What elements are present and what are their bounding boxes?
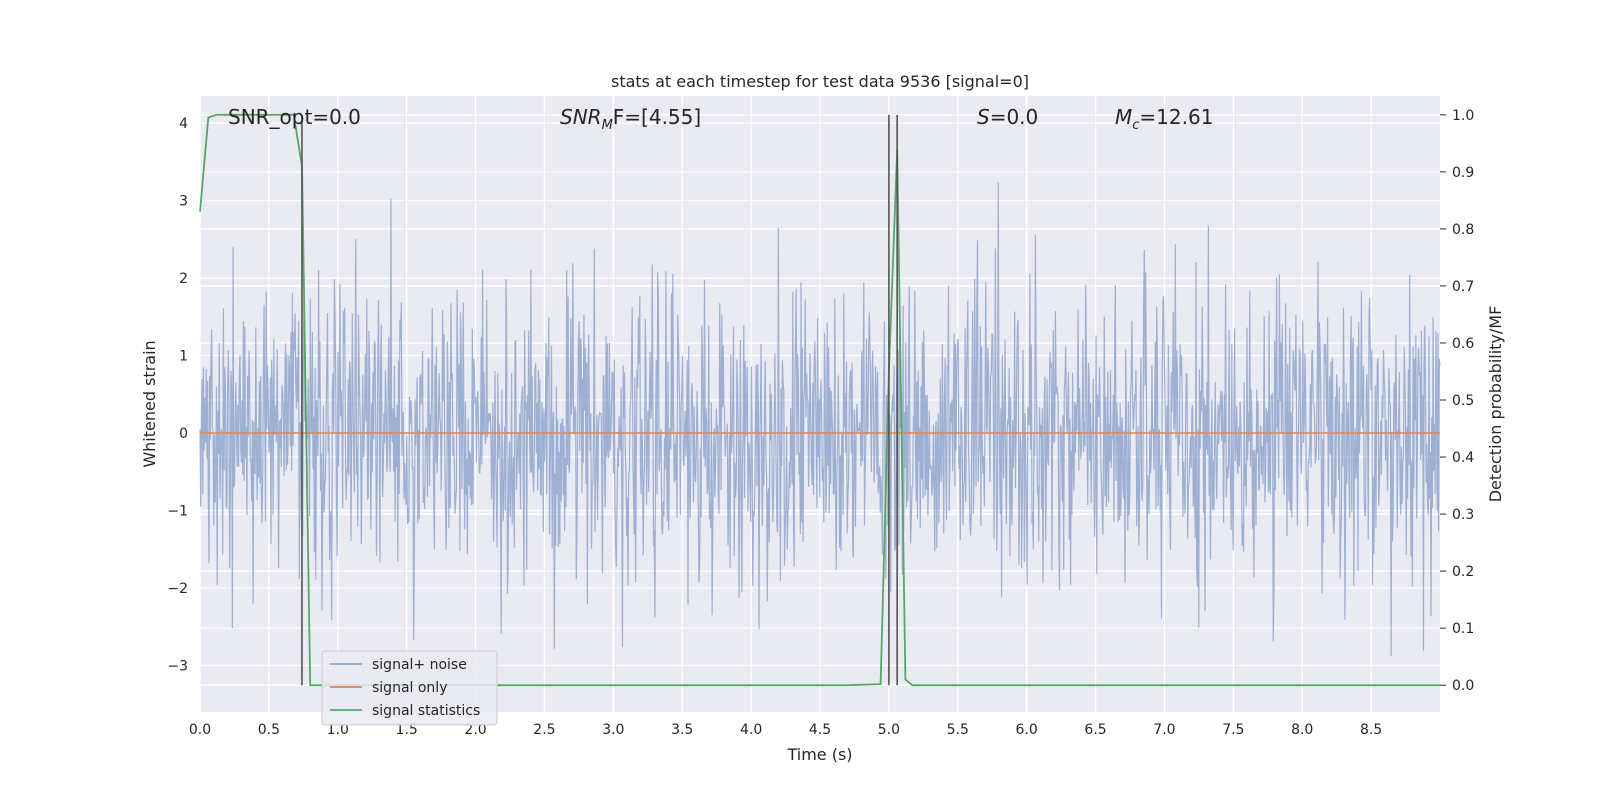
y2-tick-label: 0.4 (1452, 450, 1474, 466)
x-tick-label: 5.0 (878, 722, 900, 738)
y2-tick-label: 0.9 (1452, 165, 1474, 181)
y-tick-label: −2 (167, 581, 188, 597)
vertical-lines (301, 114, 898, 686)
legend-label-signal-statistics: signal statistics (372, 703, 480, 719)
mc-subscript: c (1132, 118, 1139, 133)
series-signal-noise (199, 182, 1441, 657)
y-tick-label: 3 (179, 194, 188, 210)
x-tick-label: 6.5 (1084, 722, 1106, 738)
legend-box (321, 650, 498, 726)
annotation-snr-mf: SNRMF=[4.55] (560, 105, 701, 133)
snr-mf-subscript: M (602, 118, 613, 133)
y2-ticks: 0.0 0.1 0.2 0.3 0.4 0.5 0.6 0.7 0.8 0.9 1.0 (1440, 108, 1474, 694)
y2-tick-label: 0.3 (1452, 507, 1474, 523)
y-tick-label: 4 (179, 116, 188, 132)
x-tick-label: 7.5 (1222, 722, 1244, 738)
y-tick-label: −1 (167, 504, 188, 520)
x-tick-label: 1.0 (327, 722, 349, 738)
annotation-s: S=0.0 (977, 105, 1038, 129)
series-signal-statistics (199, 113, 1440, 687)
x-tick-label: 0.0 (189, 722, 211, 738)
s-value: =0.0 (990, 105, 1039, 129)
legend-label-signal-noise: signal+ noise (372, 657, 467, 673)
x-tick-label: 4.5 (809, 722, 831, 738)
x-tick-label: 6.0 (1016, 722, 1038, 738)
s-symbol: S (977, 105, 990, 129)
x-tick-label: 3.5 (671, 722, 693, 738)
x-tick-label: 2.0 (464, 722, 486, 738)
x-tick-label: 3.0 (602, 722, 624, 738)
x-tick-label: 0.5 (258, 722, 280, 738)
y2-tick-label: 0.0 (1452, 678, 1474, 694)
x-tick-label: 1.5 (396, 722, 418, 738)
y-tick-label: 1 (179, 349, 188, 365)
y2-tick-label: 0.1 (1452, 621, 1474, 637)
snr-mf-symbol: SNR (560, 105, 602, 129)
y2-tick-label: 1.0 (1452, 108, 1474, 124)
y-tick-label: 2 (179, 271, 188, 287)
x-tick-label: 2.5 (533, 722, 555, 738)
y-ticks: −3 −2 −1 0 1 2 3 4 (167, 116, 188, 674)
chart-title: stats at each timestep for test data 953… (611, 72, 1029, 91)
x-tick-label: 8.0 (1291, 722, 1313, 738)
y-axis-label: Whitened strain (140, 340, 159, 467)
y2-tick-label: 0.2 (1452, 564, 1474, 580)
y2-tick-label: 0.6 (1452, 336, 1474, 352)
annotation-mc: Mc=12.61 (1115, 105, 1213, 133)
x-tick-label: 4.0 (740, 722, 762, 738)
y-tick-label: −3 (167, 659, 188, 675)
x-tick-label: 7.0 (1153, 722, 1175, 738)
y2-tick-label: 0.8 (1452, 222, 1474, 238)
snr-mf-value: F=[4.55] (613, 105, 701, 129)
mc-value: =12.61 (1139, 105, 1213, 129)
y2-tick-label: 0.5 (1452, 393, 1474, 409)
plot-layer (199, 113, 1441, 687)
x-tick-label: 5.5 (947, 722, 969, 738)
mc-symbol: M (1115, 105, 1132, 129)
legend-label-signal-only: signal only (372, 680, 447, 696)
annotation-snr-opt: SNR_opt=0.0 (228, 105, 361, 129)
x-ticks: 0.0 0.5 1.0 1.5 2.0 2.5 3.0 3.5 4.0 4.5 5.0 5.5 6.0 6… (189, 722, 1382, 738)
x-tick-label: 8.5 (1360, 722, 1382, 738)
legend: signal+ noise signal only signal statist… (321, 650, 498, 726)
x-axis-label: Time (s) (786, 745, 852, 764)
y-tick-label: 0 (179, 426, 188, 442)
y2-tick-label: 0.7 (1452, 279, 1474, 295)
y2-axis-label: Detection probability/MF (1486, 306, 1505, 503)
